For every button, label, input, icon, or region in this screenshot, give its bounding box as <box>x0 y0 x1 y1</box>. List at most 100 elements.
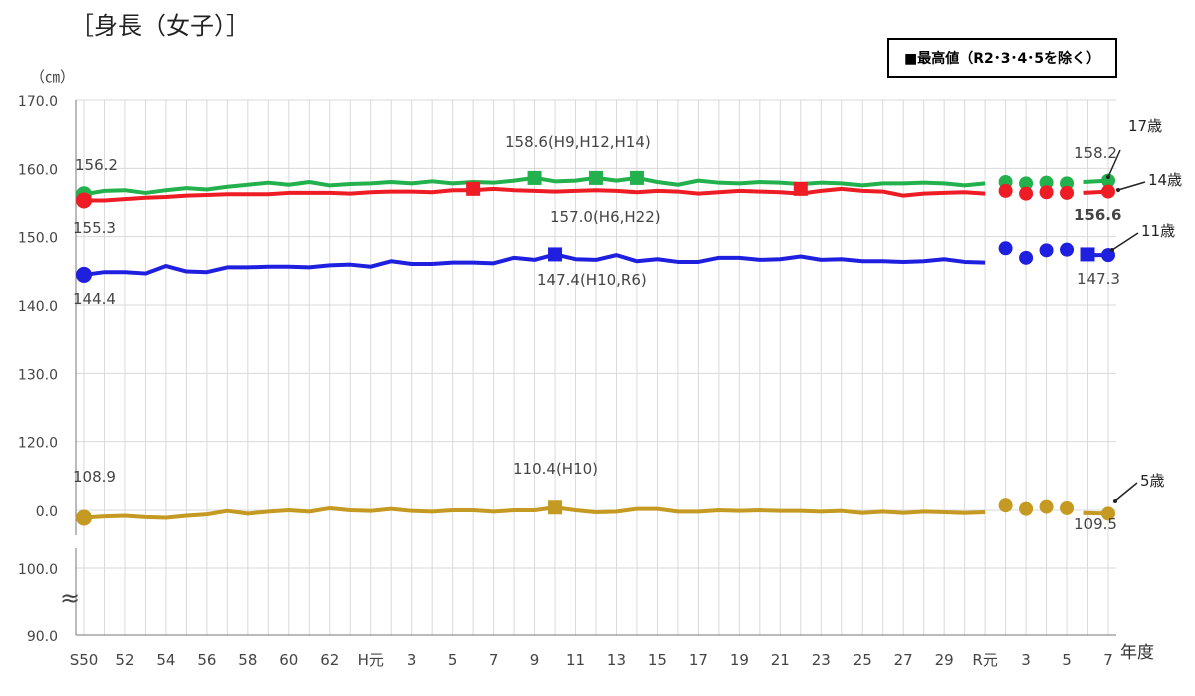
x-tick-label: 54 <box>156 651 175 669</box>
series-max-label: 147.4(H10,R6) <box>537 271 647 289</box>
series-14歳 <box>76 181 1115 209</box>
x-tick-label: 9 <box>530 651 540 669</box>
series-start-label: 156.2 <box>75 156 118 174</box>
series-max-label: 158.6(H9,H12,H14) <box>505 133 651 151</box>
y-tick-label: 120.0 <box>18 436 58 452</box>
y-tick-label: 140.0 <box>18 299 58 315</box>
series-max-marker <box>466 181 481 196</box>
series-name-pointer-tip <box>1106 175 1110 179</box>
series-point <box>1019 501 1034 516</box>
series-end-marker <box>1101 506 1115 521</box>
series-layer <box>76 170 1115 526</box>
series-name-pointer-tip <box>1110 248 1114 252</box>
x-tick-label: 13 <box>607 651 626 669</box>
x-tick-label: 60 <box>279 651 298 669</box>
x-tick-label: 27 <box>894 651 913 669</box>
y-tick-label: 130.0 <box>18 367 58 383</box>
x-tick-label: R元 <box>972 651 997 669</box>
series-point <box>998 183 1013 198</box>
series-max-marker <box>629 170 644 185</box>
x-tick-label: 23 <box>812 651 831 669</box>
x-tick-label: 11 <box>566 651 585 669</box>
series-start-marker <box>76 266 92 283</box>
series-max-label: 157.0(H6,H22) <box>550 208 661 226</box>
series-max-marker <box>589 170 603 185</box>
x-tick-label: 17 <box>689 651 708 669</box>
series-name-label: 5歳 <box>1140 472 1165 490</box>
x-tick-label: 29 <box>935 651 954 669</box>
series-point <box>1060 176 1075 191</box>
axis-break-mark: ≈ <box>60 584 80 612</box>
series-max-marker <box>793 181 808 196</box>
x-tick-label: 25 <box>853 651 872 669</box>
series-end-label: 147.3 <box>1077 270 1120 288</box>
x-tick-label: 62 <box>320 651 339 669</box>
series-max-marker <box>527 170 542 185</box>
series-start-label: 108.9 <box>73 468 116 486</box>
y-tick-label: 0.0 <box>36 504 58 520</box>
legend-note-text: ■最高値（R2･3･4･5を除く） <box>904 51 1100 67</box>
series-point <box>998 241 1013 256</box>
series-point <box>998 498 1013 513</box>
series-point <box>1039 243 1054 258</box>
series-point <box>1039 175 1054 190</box>
x-tick-label: 15 <box>648 651 667 669</box>
axis-layer: ≈170.0 160.0 150.0 140.0 130.0 120.0 0.0 100.0 9… <box>18 68 1154 669</box>
y-axis-label: （㎝） <box>30 68 75 86</box>
label-layer: 156.2 158.2 158.6(H9,H12,H14) 17歳 155.3 156.6… <box>73 117 1182 533</box>
series-5歳 <box>76 498 1115 526</box>
x-tick-label: 7 <box>489 651 499 669</box>
y-tick-label: 160.0 <box>18 162 58 178</box>
series-name-pointer-tip <box>1113 499 1117 503</box>
series-max-marker <box>1080 247 1095 262</box>
series-point <box>1019 250 1034 265</box>
series-end-marker <box>1101 184 1115 199</box>
series-name-label: 17歳 <box>1128 117 1162 135</box>
series-name-label: 14歳 <box>1148 171 1182 189</box>
y-tick-label: 170.0 <box>18 94 58 110</box>
x-tick-label: S50 <box>70 651 99 669</box>
series-line <box>84 186 986 203</box>
series-name-pointer <box>1107 149 1121 178</box>
series-max-marker <box>548 247 563 262</box>
series-point <box>1039 185 1054 200</box>
series-end-label: 109.5 <box>1074 515 1117 533</box>
x-tick-label: 5 <box>448 651 458 669</box>
series-point <box>1039 499 1054 514</box>
x-tick-label: 5 <box>1062 651 1072 669</box>
series-max-marker <box>548 500 563 515</box>
x-tick-label: 19 <box>730 651 749 669</box>
series-point <box>1060 185 1075 200</box>
x-axis-label: 年度 <box>1120 643 1154 663</box>
series-line <box>83 505 986 520</box>
series-point <box>1060 242 1075 257</box>
x-tick-label: H元 <box>358 651 384 669</box>
series-max-label: 110.4(H10) <box>513 460 598 478</box>
series-11歳 <box>76 241 1115 283</box>
series-name-pointer-tip <box>1116 188 1120 192</box>
y-tick-label: 150.0 <box>18 231 58 247</box>
x-tick-label: 58 <box>238 651 257 669</box>
series-end-label: 158.2 <box>1074 144 1117 162</box>
series-end-marker <box>1101 173 1115 188</box>
y-tick-label: 90.0 <box>27 629 58 645</box>
y-tick-label: 100.0 <box>18 562 58 578</box>
x-tick-label: 7 <box>1103 651 1113 669</box>
x-tick-label: 3 <box>407 651 417 669</box>
series-name-pointer <box>1114 482 1138 502</box>
series-point <box>1019 176 1034 191</box>
series-point <box>1019 186 1034 201</box>
series-point <box>1060 500 1075 515</box>
series-line <box>83 252 986 277</box>
series-end-label: 156.6 <box>1074 206 1121 224</box>
chart-title: ［身長（女子）］ <box>70 12 250 40</box>
x-tick-label: 52 <box>115 651 134 669</box>
series-name-pointer <box>1111 232 1139 251</box>
series-start-label: 155.3 <box>73 219 116 237</box>
series-start-label: 144.4 <box>73 290 116 308</box>
series-name-label: 11歳 <box>1141 222 1175 240</box>
x-tick-label: 21 <box>771 651 790 669</box>
series-name-pointer <box>1117 181 1146 191</box>
x-tick-label: 3 <box>1021 651 1031 669</box>
